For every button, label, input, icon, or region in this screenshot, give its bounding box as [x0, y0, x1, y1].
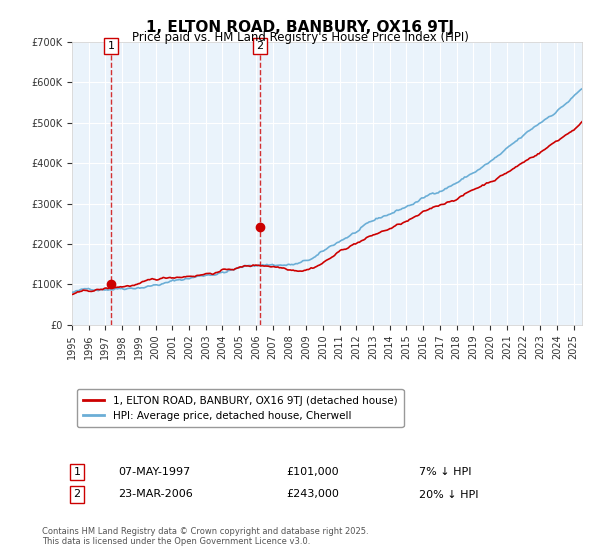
Text: £243,000: £243,000 [286, 489, 339, 500]
Text: 1, ELTON ROAD, BANBURY, OX16 9TJ: 1, ELTON ROAD, BANBURY, OX16 9TJ [146, 20, 454, 35]
Text: 07-MAY-1997: 07-MAY-1997 [118, 467, 190, 477]
Text: Price paid vs. HM Land Registry's House Price Index (HPI): Price paid vs. HM Land Registry's House … [131, 31, 469, 44]
Text: 20% ↓ HPI: 20% ↓ HPI [419, 489, 478, 500]
Text: 23-MAR-2006: 23-MAR-2006 [118, 489, 193, 500]
Text: 1: 1 [74, 467, 80, 477]
Text: 2: 2 [256, 41, 263, 51]
Text: 1: 1 [108, 41, 115, 51]
Text: £101,000: £101,000 [286, 467, 339, 477]
Legend: 1, ELTON ROAD, BANBURY, OX16 9TJ (detached house), HPI: Average price, detached : 1, ELTON ROAD, BANBURY, OX16 9TJ (detach… [77, 389, 404, 427]
Text: 2: 2 [74, 489, 80, 500]
Text: 7% ↓ HPI: 7% ↓ HPI [419, 467, 472, 477]
Text: Contains HM Land Registry data © Crown copyright and database right 2025.
This d: Contains HM Land Registry data © Crown c… [42, 526, 368, 546]
